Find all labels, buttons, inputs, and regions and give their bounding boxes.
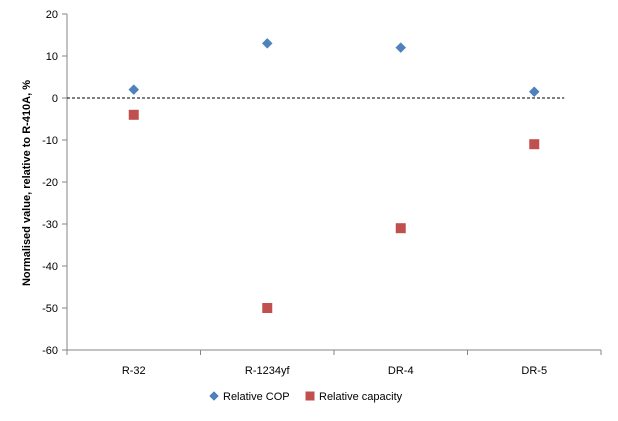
legend-marker-relative-cop (209, 391, 219, 401)
y-tick-label: -40 (42, 261, 58, 273)
y-tick-label: 20 (46, 9, 58, 21)
y-tick-label: -50 (42, 303, 58, 315)
point-relative-cop (261, 38, 273, 49)
y-axis-label: Normalised value, relative to R-410A, % (21, 80, 33, 286)
x-tick-label: R-32 (122, 365, 146, 377)
point-relative-capacity (128, 109, 139, 120)
y-tick-label: 10 (46, 51, 58, 63)
y-tick-label: 0 (52, 93, 58, 105)
point-relative-capacity (395, 223, 406, 234)
x-tick-label: DR-5 (521, 365, 547, 377)
y-tick-label: -30 (42, 219, 58, 231)
point-relative-cop (395, 42, 407, 53)
point-relative-capacity (529, 139, 540, 150)
y-tick-label: -20 (42, 177, 58, 189)
legend-marker-relative-capacity (305, 391, 315, 401)
point-relative-cop (128, 84, 140, 95)
y-tick-label: -10 (42, 135, 58, 147)
x-tick-label: DR-4 (388, 365, 414, 377)
legend-label-relative-cop: Relative COP (223, 391, 290, 403)
x-tick-label: R-1234yf (245, 365, 291, 377)
legend-label-relative-capacity: Relative capacity (319, 391, 403, 403)
point-relative-capacity (262, 303, 273, 313)
point-relative-cop (528, 86, 540, 98)
y-tick-label: -60 (42, 345, 58, 357)
